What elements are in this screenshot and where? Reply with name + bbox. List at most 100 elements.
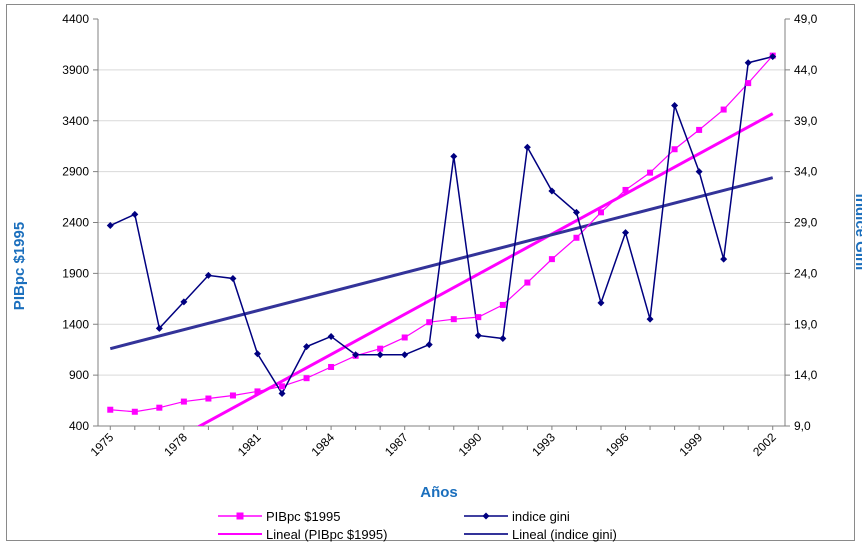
marker-gini [523,143,531,151]
y-tick-label-right: 34,0 [794,165,818,179]
x-tick-label: 1993 [529,430,558,459]
markers [106,52,777,415]
y-axis-title-left: PIBpc $1995 [11,222,28,310]
marker-gini [646,315,654,323]
y-tick-label-right: 24,0 [794,266,818,280]
marker-gini [327,332,335,340]
marker-pib [696,126,703,133]
trendline-gini [109,176,774,351]
marker-gini [303,343,311,351]
marker-pib [205,395,212,402]
marker-gini [106,222,114,230]
marker-gini [474,331,482,339]
marker-gini [352,351,360,359]
marker-gini [229,274,237,282]
legend-label-gini-trend: Lineal (indice gini) [512,527,617,542]
tick-labels: 400 9,0 900 14,0 1400 19,0 1900 24,0 2400 29,0 290… [62,12,817,459]
marker-pib [426,319,433,326]
series-line-gini [109,55,773,395]
marker-pib [573,234,580,241]
marker-gini [425,341,433,349]
marker-gini [204,271,212,279]
y-tick-label-left: 3400 [62,114,89,128]
marker-pib [180,398,187,405]
marker-pib [499,301,506,308]
y-tick-label-left: 3900 [62,63,89,77]
y-tick-label-right: 14,0 [794,368,818,382]
legend-label-pib-trend: Lineal (PIBpc $1995) [266,527,387,542]
marker-pib [524,279,531,286]
marker-gini [548,187,556,195]
y-axis-title-right: Índice Gini [852,194,862,271]
marker-pib [720,106,727,113]
x-tick-label: 1987 [382,430,411,459]
marker-gini [695,168,703,176]
marker-gini [744,59,752,67]
y-tick-label-right: 29,0 [794,216,818,230]
y-tick-label-left: 400 [69,419,89,433]
marker-gini [253,350,261,358]
marker-gini [572,208,580,216]
marker-pib [156,404,163,411]
marker-pib [647,169,654,176]
marker-gini [155,324,163,332]
marker-pib [377,345,384,352]
marker-pib [548,256,555,263]
trendline-pib [196,112,774,426]
x-tick-label: 1990 [456,430,485,459]
series-line-pib [110,55,774,413]
y-tick-label-right: 44,0 [794,63,818,77]
marker-pib [328,363,335,370]
x-tick-label: 1984 [308,430,337,459]
legend-label-gini: indice gini [512,509,570,524]
marker-pib [401,334,408,341]
marker-gini [769,53,777,61]
y-tick-label-left: 4400 [62,12,89,26]
marker-pib [131,408,138,415]
marker-gini [180,298,188,306]
marker-gini [622,229,630,237]
marker-pib [622,186,629,193]
marker-gini [720,255,728,263]
marker-pib [229,392,236,399]
x-tick-label: 1975 [88,430,117,459]
x-axis-title: Años [420,484,458,501]
y-tick-label-left: 1400 [62,317,89,331]
marker-pib [279,383,286,390]
x-tick-label: 1981 [235,430,264,459]
marker-gini [597,299,605,307]
legend-label-pib: PIBpc $1995 [266,509,340,524]
y-tick-label-right: 49,0 [794,12,818,26]
marker-gini [499,334,507,342]
legend: PIBpc $1995 indice gini Lineal (PIBpc $1… [218,509,617,542]
y-tick-label-left: 1900 [62,266,89,280]
marker-pib [475,314,482,321]
y-tick-label-left: 2400 [62,216,89,230]
marker-pib [107,406,114,413]
y-tick-label-left: 2900 [62,165,89,179]
marker-pib [671,146,678,153]
marker-gini [131,210,139,218]
legend-marker-gini [482,512,490,520]
marker-pib [254,388,261,395]
gridlines [98,69,785,376]
marker-pib [450,316,457,323]
legend-marker-pib [236,512,244,520]
trendlines [109,112,774,426]
marker-gini [671,101,679,109]
marker-pib [597,209,604,216]
x-tick-label: 1996 [603,430,632,459]
axes [93,18,790,430]
marker-gini [401,351,409,359]
marker-gini [376,351,384,359]
x-tick-label: 2002 [750,430,779,459]
x-tick-label: 1978 [161,430,190,459]
y-tick-label-left: 900 [69,368,89,382]
marker-pib [745,80,752,87]
y-tick-label-right: 19,0 [794,317,818,331]
x-tick-label: 1999 [676,430,705,459]
y-tick-label-right: 39,0 [794,114,818,128]
marker-gini [278,389,286,397]
series-lines [109,55,774,413]
